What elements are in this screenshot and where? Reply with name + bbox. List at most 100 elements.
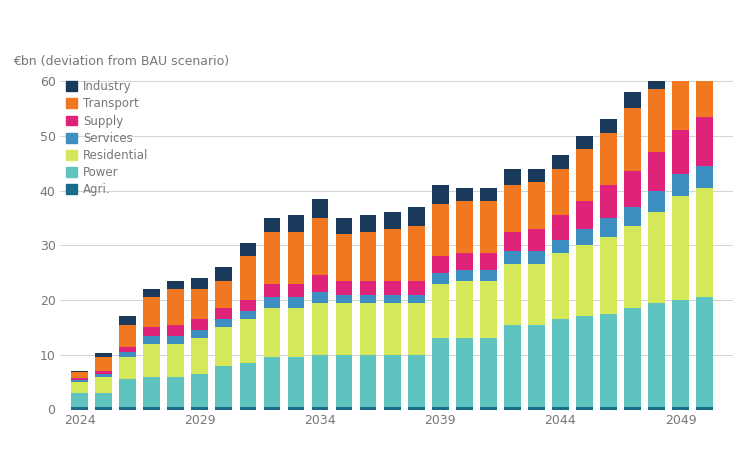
Bar [167, 324, 184, 336]
Bar [311, 199, 328, 218]
Bar [407, 295, 425, 303]
Bar [95, 407, 112, 410]
Bar [287, 407, 305, 410]
Bar [624, 92, 641, 108]
Bar [311, 303, 328, 355]
Bar [432, 273, 448, 284]
Bar [648, 407, 665, 410]
Bar [144, 377, 160, 407]
Bar [576, 245, 593, 316]
Bar [71, 372, 88, 378]
Bar [480, 407, 497, 410]
Bar [672, 65, 689, 130]
Bar [95, 393, 112, 407]
Bar [311, 407, 328, 410]
Bar [95, 374, 112, 377]
Bar [360, 295, 376, 303]
Bar [696, 188, 713, 297]
Bar [264, 407, 280, 410]
Bar [696, 32, 713, 51]
Bar [648, 89, 665, 152]
Legend: Industry, Transport, Supply, Services, Residential, Power, Agri.: Industry, Transport, Supply, Services, R… [67, 81, 148, 196]
Bar [215, 328, 232, 366]
Bar [215, 319, 232, 328]
Bar [576, 316, 593, 407]
Bar [672, 196, 689, 300]
Bar [528, 407, 544, 410]
Bar [240, 300, 256, 311]
Bar [503, 251, 521, 265]
Bar [311, 275, 328, 292]
Bar [336, 407, 352, 410]
Bar [240, 311, 256, 319]
Bar [576, 202, 593, 229]
Bar [432, 204, 448, 256]
Bar [407, 355, 425, 407]
Bar [480, 338, 497, 407]
Bar [71, 381, 88, 382]
Bar [672, 45, 689, 65]
Bar [624, 407, 641, 410]
Bar [336, 355, 352, 407]
Bar [456, 188, 472, 202]
Bar [384, 229, 401, 281]
Bar [672, 407, 689, 410]
Bar [624, 226, 641, 308]
Bar [119, 316, 136, 324]
Bar [432, 256, 448, 273]
Bar [95, 353, 112, 357]
Bar [552, 240, 569, 253]
Bar [287, 232, 305, 284]
Bar [576, 407, 593, 410]
Bar [71, 382, 88, 393]
Bar [528, 324, 544, 407]
Bar [528, 229, 544, 251]
Bar [696, 166, 713, 188]
Bar [119, 346, 136, 352]
Bar [215, 308, 232, 319]
Bar [119, 324, 136, 346]
Bar [552, 253, 569, 319]
Bar [672, 130, 689, 174]
Bar [600, 314, 617, 407]
Bar [503, 407, 521, 410]
Bar [95, 371, 112, 374]
Bar [480, 281, 497, 338]
Bar [456, 202, 472, 253]
Bar [215, 366, 232, 407]
Bar [119, 352, 136, 357]
Bar [167, 281, 184, 289]
Bar [191, 289, 208, 319]
Bar [456, 253, 472, 270]
Bar [552, 215, 569, 240]
Bar [311, 218, 328, 275]
Bar [480, 253, 497, 270]
Bar [264, 297, 280, 308]
Bar [576, 136, 593, 149]
Bar [600, 237, 617, 314]
Bar [264, 308, 280, 357]
Bar [600, 407, 617, 410]
Bar [336, 303, 352, 355]
Bar [191, 407, 208, 410]
Bar [432, 338, 448, 407]
Bar [432, 284, 448, 338]
Bar [191, 278, 208, 289]
Bar [552, 169, 569, 215]
Bar [384, 303, 401, 355]
Bar [648, 190, 665, 212]
Bar [144, 297, 160, 328]
Bar [360, 303, 376, 355]
Bar [696, 51, 713, 117]
Bar [287, 215, 305, 232]
Bar [456, 338, 472, 407]
Bar [264, 284, 280, 297]
Bar [672, 300, 689, 407]
Bar [456, 407, 472, 410]
Bar [144, 328, 160, 336]
Bar [624, 171, 641, 207]
Bar [672, 174, 689, 196]
Bar [576, 149, 593, 202]
Bar [600, 133, 617, 185]
Bar [624, 308, 641, 407]
